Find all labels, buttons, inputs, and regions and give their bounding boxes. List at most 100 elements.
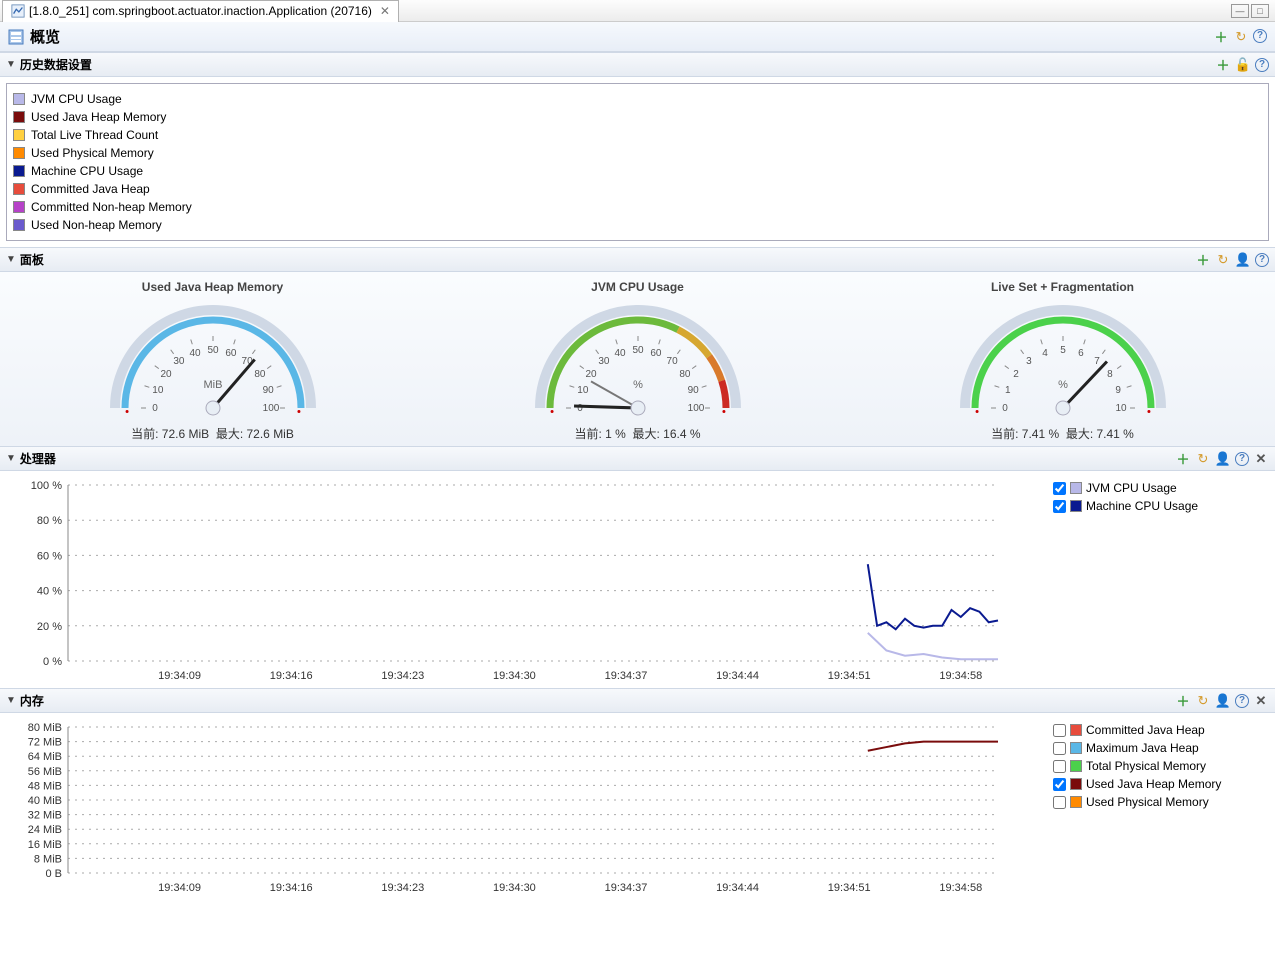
minimize-button[interactable]: — xyxy=(1231,4,1249,18)
svg-text:19:34:09: 19:34:09 xyxy=(158,882,201,894)
chart-legend-item[interactable]: Maximum Java Heap xyxy=(1053,739,1267,757)
svg-text:80 MiB: 80 MiB xyxy=(28,722,62,734)
close-button[interactable]: ✕ xyxy=(1253,451,1269,467)
svg-text:19:34:16: 19:34:16 xyxy=(270,670,313,682)
series-checkbox[interactable] xyxy=(1053,482,1066,495)
close-tab-icon[interactable]: ✕ xyxy=(380,4,390,18)
chart-legend-item[interactable]: JVM CPU Usage xyxy=(1053,479,1267,497)
legend-item[interactable]: Used Physical Memory xyxy=(13,144,1262,162)
gauge-stats: 当前: 72.6 MiB 最大: 72.6 MiB xyxy=(103,425,323,442)
svg-text:100: 100 xyxy=(687,403,704,414)
refresh-button[interactable]: ↻ xyxy=(1215,252,1231,268)
svg-text:30: 30 xyxy=(598,356,610,367)
legend-item[interactable]: Committed Java Heap xyxy=(13,180,1262,198)
gauge: 0102030405060708090100MiB xyxy=(103,298,323,418)
svg-text:0 B: 0 B xyxy=(45,868,62,880)
chart-legend-item[interactable]: Total Physical Memory xyxy=(1053,757,1267,775)
close-button[interactable]: ✕ xyxy=(1253,693,1269,709)
gauge-block: Live Set + Fragmentation012345678910%当前:… xyxy=(953,280,1173,442)
svg-text:4: 4 xyxy=(1042,348,1048,359)
help-button[interactable]: ? xyxy=(1235,694,1249,708)
svg-text:40: 40 xyxy=(189,348,201,359)
gauge-stats: 当前: 7.41 % 最大: 7.41 % xyxy=(953,425,1173,442)
chart-legend-item[interactable]: Used Java Heap Memory xyxy=(1053,775,1267,793)
legend-item[interactable]: Committed Non-heap Memory xyxy=(13,198,1262,216)
help-button[interactable]: ? xyxy=(1253,29,1267,43)
person-icon[interactable]: 👤 xyxy=(1215,451,1231,467)
legend-label: Machine CPU Usage xyxy=(31,164,143,178)
color-swatch xyxy=(13,147,25,159)
series-checkbox[interactable] xyxy=(1053,778,1066,791)
cpu-title: 处理器 xyxy=(20,450,56,467)
history-section-header[interactable]: ▼ 历史数据设置 ＋ 🔓 ? xyxy=(0,52,1275,77)
panels-title: 面板 xyxy=(20,251,44,268)
refresh-button[interactable]: ↻ xyxy=(1233,29,1249,45)
legend-item[interactable]: Machine CPU Usage xyxy=(13,162,1262,180)
svg-text:20 %: 20 % xyxy=(37,621,62,633)
color-swatch xyxy=(13,165,25,177)
refresh-button[interactable]: ↻ xyxy=(1195,693,1211,709)
person-icon[interactable]: 👤 xyxy=(1235,252,1251,268)
add-button[interactable]: ＋ xyxy=(1195,252,1211,268)
chart-legend-item[interactable]: Committed Java Heap xyxy=(1053,721,1267,739)
series-label: Committed Java Heap xyxy=(1086,723,1205,737)
svg-text:60: 60 xyxy=(650,348,662,359)
add-button[interactable]: ＋ xyxy=(1175,451,1191,467)
legend-item[interactable]: Used Non-heap Memory xyxy=(13,216,1262,234)
svg-text:1: 1 xyxy=(1005,385,1011,396)
series-checkbox[interactable] xyxy=(1053,796,1066,809)
series-label: Used Physical Memory xyxy=(1086,795,1209,809)
collapse-icon: ▼ xyxy=(6,254,16,265)
svg-text:24 MiB: 24 MiB xyxy=(28,824,62,836)
gauge: 0102030405060708090100% xyxy=(528,298,748,418)
mem-section-header[interactable]: ▼ 内存 ＋ ↻ 👤 ? ✕ xyxy=(0,688,1275,713)
svg-text:19:34:37: 19:34:37 xyxy=(605,670,648,682)
svg-text:7: 7 xyxy=(1094,356,1100,367)
svg-text:100 %: 100 % xyxy=(31,480,62,492)
svg-text:80: 80 xyxy=(254,369,266,380)
svg-text:10: 10 xyxy=(152,385,164,396)
add-button[interactable]: ＋ xyxy=(1215,57,1231,73)
legend-item[interactable]: Total Live Thread Count xyxy=(13,126,1262,144)
cpu-section-header[interactable]: ▼ 处理器 ＋ ↻ 👤 ? ✕ xyxy=(0,446,1275,471)
gauge-title: Live Set + Fragmentation xyxy=(953,280,1173,294)
legend-item[interactable]: Used Java Heap Memory xyxy=(13,108,1262,126)
series-checkbox[interactable] xyxy=(1053,742,1066,755)
svg-text:80 %: 80 % xyxy=(37,515,62,527)
help-button[interactable]: ? xyxy=(1255,58,1269,72)
svg-text:40 %: 40 % xyxy=(37,586,62,598)
series-checkbox[interactable] xyxy=(1053,500,1066,513)
svg-text:100: 100 xyxy=(262,403,279,414)
collapse-icon: ▼ xyxy=(6,453,16,464)
svg-text:60: 60 xyxy=(225,348,237,359)
legend-label: Used Non-heap Memory xyxy=(31,218,162,232)
panels-section-header[interactable]: ▼ 面板 ＋ ↻ 👤 ? xyxy=(0,247,1275,272)
add-button[interactable]: ＋ xyxy=(1175,693,1191,709)
help-button[interactable]: ? xyxy=(1235,452,1249,466)
svg-text:32 MiB: 32 MiB xyxy=(28,810,62,822)
series-label: Total Physical Memory xyxy=(1086,759,1206,773)
overview-header: 概览 ＋ ↻ ? xyxy=(0,22,1275,52)
legend-item[interactable]: JVM CPU Usage xyxy=(13,90,1262,108)
series-checkbox[interactable] xyxy=(1053,760,1066,773)
help-button[interactable]: ? xyxy=(1255,253,1269,267)
refresh-button[interactable]: ↻ xyxy=(1195,451,1211,467)
history-legend: JVM CPU UsageUsed Java Heap MemoryTotal … xyxy=(6,83,1269,241)
lock-icon[interactable]: 🔓 xyxy=(1235,57,1251,73)
legend-label: Committed Java Heap xyxy=(31,182,150,196)
series-label: Maximum Java Heap xyxy=(1086,741,1199,755)
add-button[interactable]: ＋ xyxy=(1213,29,1229,45)
chart-legend-item[interactable]: Used Physical Memory xyxy=(1053,793,1267,811)
svg-text:30: 30 xyxy=(173,356,185,367)
person-icon[interactable]: 👤 xyxy=(1215,693,1231,709)
svg-text:70: 70 xyxy=(666,356,678,367)
svg-text:0 %: 0 % xyxy=(43,656,62,668)
color-swatch xyxy=(1070,482,1082,494)
chart-legend-item[interactable]: Machine CPU Usage xyxy=(1053,497,1267,515)
maximize-button[interactable]: □ xyxy=(1251,4,1269,18)
svg-text:90: 90 xyxy=(687,385,699,396)
svg-text:0: 0 xyxy=(1002,403,1008,414)
series-checkbox[interactable] xyxy=(1053,724,1066,737)
series-label: Machine CPU Usage xyxy=(1086,499,1198,513)
tab[interactable]: [1.8.0_251] com.springboot.actuator.inac… xyxy=(2,0,399,22)
